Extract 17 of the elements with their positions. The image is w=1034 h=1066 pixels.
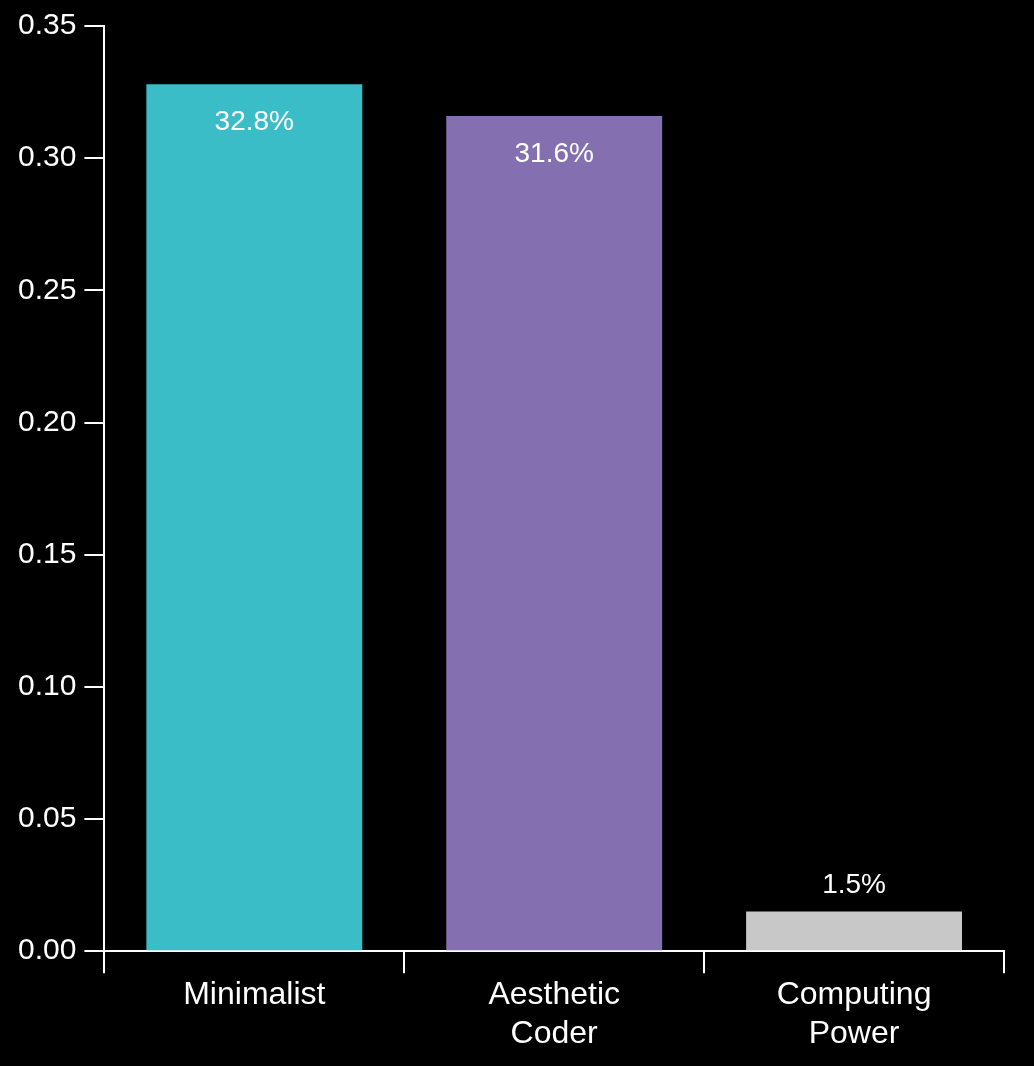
x-tick-label: Minimalist [183,975,326,1012]
y-tick-label: 0.25 [18,271,77,305]
bar [146,84,363,951]
x-tick-label: Computing Power [776,975,932,1050]
y-tick-label: 0.10 [18,668,77,702]
bar [446,115,663,951]
bar [746,911,963,951]
y-tick-label: 0.05 [18,800,77,834]
y-tick-label: 0.35 [18,7,77,41]
x-tick-label: Aesthetic Coder [488,975,621,1050]
y-tick-label: 0.30 [18,139,77,173]
y-tick-label: 0.00 [18,932,77,966]
data-label: 31.6% [514,136,594,168]
data-label: 1.5% [822,868,886,900]
y-tick-label: 0.15 [18,535,77,569]
data-label: 32.8% [214,104,295,136]
y-tick-label: 0.20 [18,403,77,437]
